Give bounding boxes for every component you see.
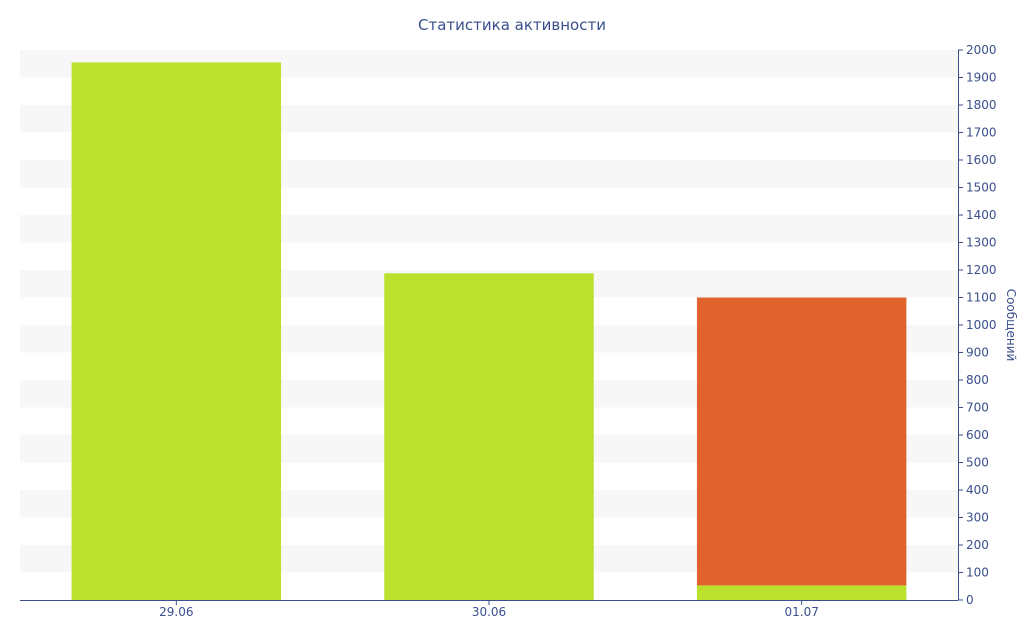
bar-series bbox=[71, 62, 907, 600]
bar-30.06-series-1 bbox=[384, 273, 594, 600]
y-tick-label: 1500 bbox=[966, 181, 997, 195]
y-tick-label: 1800 bbox=[966, 98, 997, 112]
y-axis-title: Сообщений bbox=[1004, 289, 1018, 362]
y-tick-label: 1900 bbox=[966, 71, 997, 85]
y-tick-label: 1000 bbox=[966, 318, 997, 332]
y-tick-label: 800 bbox=[966, 373, 989, 387]
x-tick-label: 01.07 bbox=[784, 605, 818, 619]
y-tick-label: 200 bbox=[966, 538, 989, 552]
y-tick-label: 1600 bbox=[966, 153, 997, 167]
y-tick-label: 0 bbox=[966, 593, 974, 607]
y-tick-label: 500 bbox=[966, 456, 989, 470]
bar-01.07-series-2 bbox=[696, 297, 907, 586]
y-tick-label: 1400 bbox=[966, 208, 997, 222]
y-tick-label: 100 bbox=[966, 566, 989, 580]
y-tick-label: 1100 bbox=[966, 291, 997, 305]
bar-01.07-series-1 bbox=[696, 585, 907, 600]
y-tick-label: 900 bbox=[966, 346, 989, 360]
x-axis-ticks: 29.06 30.06 01.07 bbox=[159, 600, 819, 619]
y-axis-ticks: 0 100 200 300 400 500 600 700 800 900 1000 1100 1200… bbox=[958, 43, 997, 607]
chart-title: Статистика активности bbox=[418, 16, 606, 34]
y-tick-label: 1200 bbox=[966, 263, 997, 277]
y-tick-label: 1700 bbox=[966, 126, 997, 140]
y-tick-label: 400 bbox=[966, 483, 989, 497]
y-tick-label: 2000 bbox=[966, 43, 997, 57]
y-tick-label: 300 bbox=[966, 511, 989, 525]
bar-29.06-series-1 bbox=[71, 62, 282, 600]
y-tick-label: 700 bbox=[966, 401, 989, 415]
x-tick-label: 29.06 bbox=[159, 605, 193, 619]
x-tick-label: 30.06 bbox=[472, 605, 506, 619]
y-tick-label: 1300 bbox=[966, 236, 997, 250]
y-tick-label: 600 bbox=[966, 428, 989, 442]
